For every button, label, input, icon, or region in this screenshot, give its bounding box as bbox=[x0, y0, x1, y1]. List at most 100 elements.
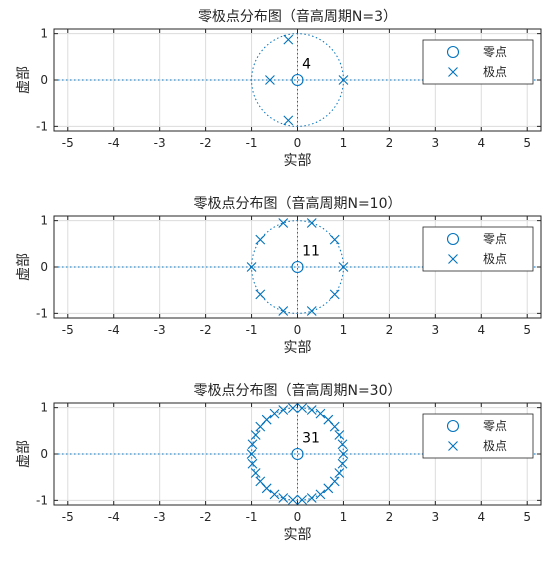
x-tick-label: 2 bbox=[386, 510, 394, 524]
pole-marker bbox=[261, 483, 272, 494]
x-tick-label: -5 bbox=[62, 323, 74, 337]
x-tick-label: -3 bbox=[154, 510, 166, 524]
chart-panel-2: 11 -5 -4 -3 -2 -1 0 1 2 3 4 5 -1 0 1 零极点分布图（音高周期N=10） 实部… bbox=[16, 195, 542, 356]
legend-label-zero: 零点 bbox=[483, 232, 507, 246]
pole-marker bbox=[278, 493, 289, 503]
x-tick-label: 2 bbox=[386, 323, 394, 337]
y-tick-label: 0 bbox=[40, 73, 48, 87]
legend-label-zero: 零点 bbox=[483, 419, 507, 433]
x-tick-label: -2 bbox=[200, 136, 212, 150]
legend-pole-marker bbox=[448, 67, 458, 77]
pole-marker bbox=[315, 408, 326, 419]
x-tick-label: -5 bbox=[62, 510, 74, 524]
y-axis-label: 虚部 bbox=[16, 440, 32, 468]
x-tick-label: -4 bbox=[108, 323, 120, 337]
y-tick-label: 1 bbox=[40, 401, 48, 415]
x-tick-label: 1 bbox=[340, 510, 348, 524]
x-tick-label: 5 bbox=[523, 136, 531, 150]
pole-marker bbox=[255, 234, 266, 245]
legend-zero-marker bbox=[446, 232, 460, 246]
x-tick-label: 4 bbox=[477, 510, 485, 524]
pole-marker bbox=[269, 408, 280, 419]
pole-marker bbox=[283, 115, 294, 126]
pole-marker bbox=[297, 403, 307, 413]
pole-marker bbox=[246, 449, 257, 459]
y-tick-label: -1 bbox=[36, 306, 48, 320]
pole-marker bbox=[315, 489, 326, 500]
pole-marker bbox=[338, 262, 349, 272]
legend-label-pole: 极点 bbox=[483, 252, 507, 266]
pole-marker bbox=[338, 75, 349, 85]
legend-box bbox=[422, 39, 534, 85]
pole-marker bbox=[306, 218, 317, 228]
pole-marker bbox=[297, 495, 307, 505]
x-tick-label: -2 bbox=[200, 323, 212, 337]
legend-pole-marker bbox=[448, 254, 458, 264]
x-axis-label: 实部 bbox=[284, 527, 312, 543]
x-tick-label: 0 bbox=[294, 136, 302, 150]
pole-marker bbox=[337, 458, 348, 469]
y-tick-label: -1 bbox=[36, 493, 48, 507]
pole-marker bbox=[306, 306, 317, 316]
zero-marker bbox=[291, 447, 304, 461]
pole-marker bbox=[329, 289, 340, 300]
x-tick-label: -1 bbox=[246, 323, 258, 337]
pole-multiplicity-label: 31 bbox=[302, 431, 320, 447]
pole-marker bbox=[265, 75, 275, 85]
x-tick-label: 2 bbox=[386, 136, 394, 150]
pole-marker bbox=[269, 489, 280, 500]
x-tick-label: -3 bbox=[154, 136, 166, 150]
x-tick-label: 4 bbox=[477, 136, 485, 150]
x-tick-label: -5 bbox=[62, 136, 74, 150]
x-tick-label: -1 bbox=[246, 136, 258, 150]
x-tick-label: 1 bbox=[340, 136, 348, 150]
x-tick-label: -1 bbox=[246, 510, 258, 524]
pole-marker bbox=[338, 449, 349, 459]
pole-marker bbox=[334, 430, 345, 440]
legend-box bbox=[422, 413, 534, 459]
x-tick-label: -4 bbox=[108, 136, 120, 150]
x-axis-label: 实部 bbox=[284, 153, 312, 169]
y-tick-label: 0 bbox=[40, 447, 48, 461]
pole-marker bbox=[278, 218, 289, 228]
y-axis-label: 虚部 bbox=[16, 66, 32, 94]
legend-label-pole: 极点 bbox=[483, 65, 507, 79]
pole-marker bbox=[306, 405, 317, 415]
pole-multiplicity-label: 11 bbox=[302, 244, 320, 260]
pole-marker bbox=[247, 458, 258, 469]
pole-marker bbox=[250, 430, 261, 440]
pole-marker bbox=[283, 34, 294, 45]
pole-marker bbox=[337, 439, 348, 450]
x-tick-label: -2 bbox=[200, 510, 212, 524]
pole-marker bbox=[278, 306, 289, 316]
pole-multiplicity-label: 4 bbox=[302, 57, 311, 73]
legend-zero-marker bbox=[446, 419, 460, 433]
chart-title: 零极点分布图（音高周期N=10） bbox=[193, 195, 401, 212]
x-axis-label: 实部 bbox=[284, 340, 312, 356]
x-tick-label: -3 bbox=[154, 323, 166, 337]
zero-marker bbox=[291, 260, 304, 274]
pole-marker bbox=[288, 403, 298, 413]
pole-marker bbox=[288, 495, 298, 505]
chart-panel-1: 4 -5 -4 -3 -2 -1 0 1 2 3 4 5 -1 0 1 零极点分布图（音高周期N=3） 实部 虚部… bbox=[16, 8, 542, 169]
pole-marker bbox=[329, 476, 340, 487]
pole-marker bbox=[278, 405, 289, 415]
x-tick-label: -4 bbox=[108, 510, 120, 524]
pole-marker bbox=[246, 262, 257, 272]
pole-marker bbox=[255, 289, 266, 300]
chart-title: 零极点分布图（音高周期N=30） bbox=[193, 382, 401, 399]
legend-pole-marker bbox=[448, 441, 458, 451]
legend-zero-marker bbox=[446, 45, 460, 59]
zero-marker bbox=[291, 73, 304, 87]
y-tick-label: 1 bbox=[40, 27, 48, 41]
x-tick-label: 5 bbox=[523, 323, 531, 337]
legend-label-zero: 零点 bbox=[483, 45, 507, 59]
pole-marker bbox=[250, 468, 261, 478]
x-tick-label: 3 bbox=[432, 323, 440, 337]
pole-marker bbox=[247, 439, 258, 450]
pole-marker bbox=[255, 421, 266, 432]
y-tick-label: 0 bbox=[40, 260, 48, 274]
chart-title: 零极点分布图（音高周期N=3） bbox=[198, 8, 397, 25]
